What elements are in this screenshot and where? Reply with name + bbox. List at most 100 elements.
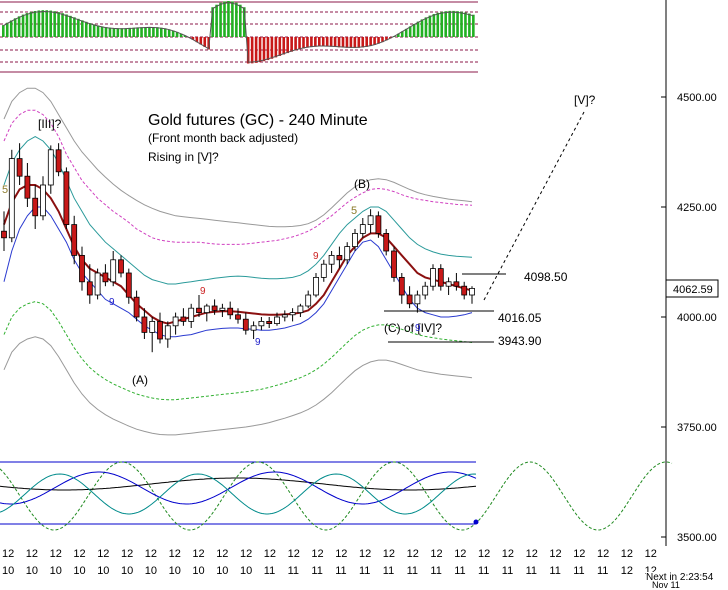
x-tick-label-bottom: 11 bbox=[573, 565, 584, 577]
histogram-bar bbox=[65, 14, 68, 37]
histogram-bar bbox=[203, 37, 207, 48]
histogram-bar bbox=[306, 37, 309, 48]
x-tick-label-bottom: 11 bbox=[359, 565, 370, 577]
x-tick-label-bottom: 11 bbox=[478, 565, 489, 577]
histogram-bar bbox=[45, 10, 49, 37]
histogram-bar bbox=[254, 37, 258, 63]
histogram-bar bbox=[2, 25, 5, 37]
candle-body bbox=[16, 158, 23, 177]
histogram-bar bbox=[199, 37, 203, 45]
next-bar-countdown: Next in 2:23:54 bbox=[646, 572, 714, 583]
candle-body bbox=[461, 285, 468, 296]
candle-body bbox=[227, 307, 234, 316]
histogram-bar bbox=[53, 11, 56, 37]
x-tick-label-top: 12 bbox=[597, 548, 609, 560]
histogram-bar bbox=[57, 12, 60, 37]
cycle-wave bbox=[0, 461, 673, 531]
histogram-bar bbox=[464, 12, 467, 37]
histogram-bar bbox=[235, 2, 238, 38]
histogram-bar bbox=[278, 37, 282, 56]
x-tick-label-top: 12 bbox=[621, 548, 633, 560]
histogram-bar bbox=[132, 27, 135, 37]
histogram-bar bbox=[183, 35, 187, 37]
histogram-bar bbox=[468, 13, 471, 38]
histogram-bar bbox=[404, 28, 408, 37]
candle-body bbox=[235, 314, 241, 320]
x-tick-label-top: 12 bbox=[335, 548, 347, 560]
candle-body bbox=[172, 316, 179, 327]
band-gray-lower bbox=[3, 336, 473, 436]
x-tick-label-bottom: 11 bbox=[288, 565, 299, 577]
histogram-bar bbox=[345, 37, 349, 48]
count-label-9-c: 9 bbox=[255, 337, 261, 348]
wave-label-a: (A) bbox=[132, 373, 148, 387]
histogram-bar bbox=[286, 37, 289, 54]
histogram-bar bbox=[250, 37, 254, 64]
histogram-bar bbox=[440, 11, 444, 37]
x-tick-label-top: 12 bbox=[121, 548, 133, 560]
histogram-bar bbox=[337, 37, 341, 48]
x-tick-label-bottom: 11 bbox=[549, 565, 560, 577]
x-tick-label-top: 12 bbox=[26, 548, 38, 560]
candle-body bbox=[305, 294, 312, 307]
y-tick-3750: 3750.00 bbox=[677, 422, 717, 434]
candle-body bbox=[94, 272, 101, 296]
chart-subtitle: (Front month back adjusted) bbox=[148, 131, 299, 145]
histogram-bar bbox=[96, 25, 100, 37]
x-tick-label-top: 12 bbox=[50, 548, 62, 560]
histogram-bar bbox=[432, 14, 436, 37]
histogram-bar bbox=[116, 28, 120, 37]
x-tick-label-top: 12 bbox=[169, 548, 181, 560]
level-label-3944: 3943.90 bbox=[498, 334, 542, 348]
candle-body bbox=[102, 272, 109, 283]
histogram-bar bbox=[321, 37, 325, 47]
x-tick-label-top: 12 bbox=[573, 548, 585, 560]
x-tick-label-bottom: 10 bbox=[50, 565, 62, 577]
candle-body bbox=[313, 276, 319, 296]
x-axis: 12 10 12 10 12 10 12 10 12 10 12 10 12 10 12 10 12 10 12 10… bbox=[2, 548, 657, 577]
x-tick-label-top: 12 bbox=[407, 548, 419, 560]
chart-note: Rising in [V]? bbox=[148, 150, 219, 164]
histogram-bar bbox=[171, 30, 175, 37]
x-tick-label-top: 12 bbox=[97, 548, 109, 560]
histogram-bar bbox=[246, 37, 250, 64]
x-tick-label-top: 12 bbox=[549, 548, 561, 560]
x-tick-label-top: 12 bbox=[526, 548, 538, 560]
histogram-bar bbox=[333, 37, 337, 47]
histogram-bar bbox=[329, 37, 333, 47]
candle-body bbox=[391, 250, 397, 278]
histogram-bar bbox=[436, 12, 440, 37]
histogram-bar bbox=[349, 37, 353, 48]
band-green-lower bbox=[3, 301, 473, 401]
candle-body bbox=[55, 149, 62, 173]
candle-body bbox=[344, 246, 351, 261]
x-tick-label-bottom: 10 bbox=[73, 565, 85, 577]
histogram-bar bbox=[239, 4, 242, 37]
histogram-bar bbox=[136, 27, 139, 37]
histogram-bar bbox=[310, 37, 313, 48]
last-price-tag: 4062.59 bbox=[665, 279, 719, 298]
histogram-bar bbox=[219, 2, 222, 38]
x-tick-label-bottom: 10 bbox=[216, 565, 228, 577]
candle-body bbox=[359, 224, 366, 234]
histogram-bar bbox=[77, 18, 80, 37]
candle-body bbox=[8, 158, 15, 239]
histogram-bar bbox=[144, 27, 147, 37]
count-label-5-mid: 5 bbox=[351, 205, 357, 217]
histogram-bar bbox=[302, 37, 305, 49]
histogram-bar bbox=[400, 31, 404, 37]
x-tick-label-bottom: 10 bbox=[192, 565, 204, 577]
histogram-bar bbox=[314, 37, 317, 47]
x-tick-label-bottom: 11 bbox=[526, 565, 537, 577]
histogram-bar bbox=[148, 26, 151, 37]
histogram-bar bbox=[104, 27, 108, 37]
x-tick-label-bottom: 11 bbox=[454, 565, 465, 577]
x-tick-label-top: 12 bbox=[311, 548, 323, 560]
histogram-bar bbox=[84, 21, 88, 37]
histogram-bar bbox=[160, 27, 163, 37]
candle-body bbox=[188, 307, 195, 322]
chart-title-block: Gold futures (GC) - 240 Minute (Front mo… bbox=[148, 112, 368, 145]
histogram-bar bbox=[17, 16, 21, 37]
histogram-bar bbox=[452, 10, 455, 37]
x-tick-label-top: 12 bbox=[216, 548, 228, 560]
